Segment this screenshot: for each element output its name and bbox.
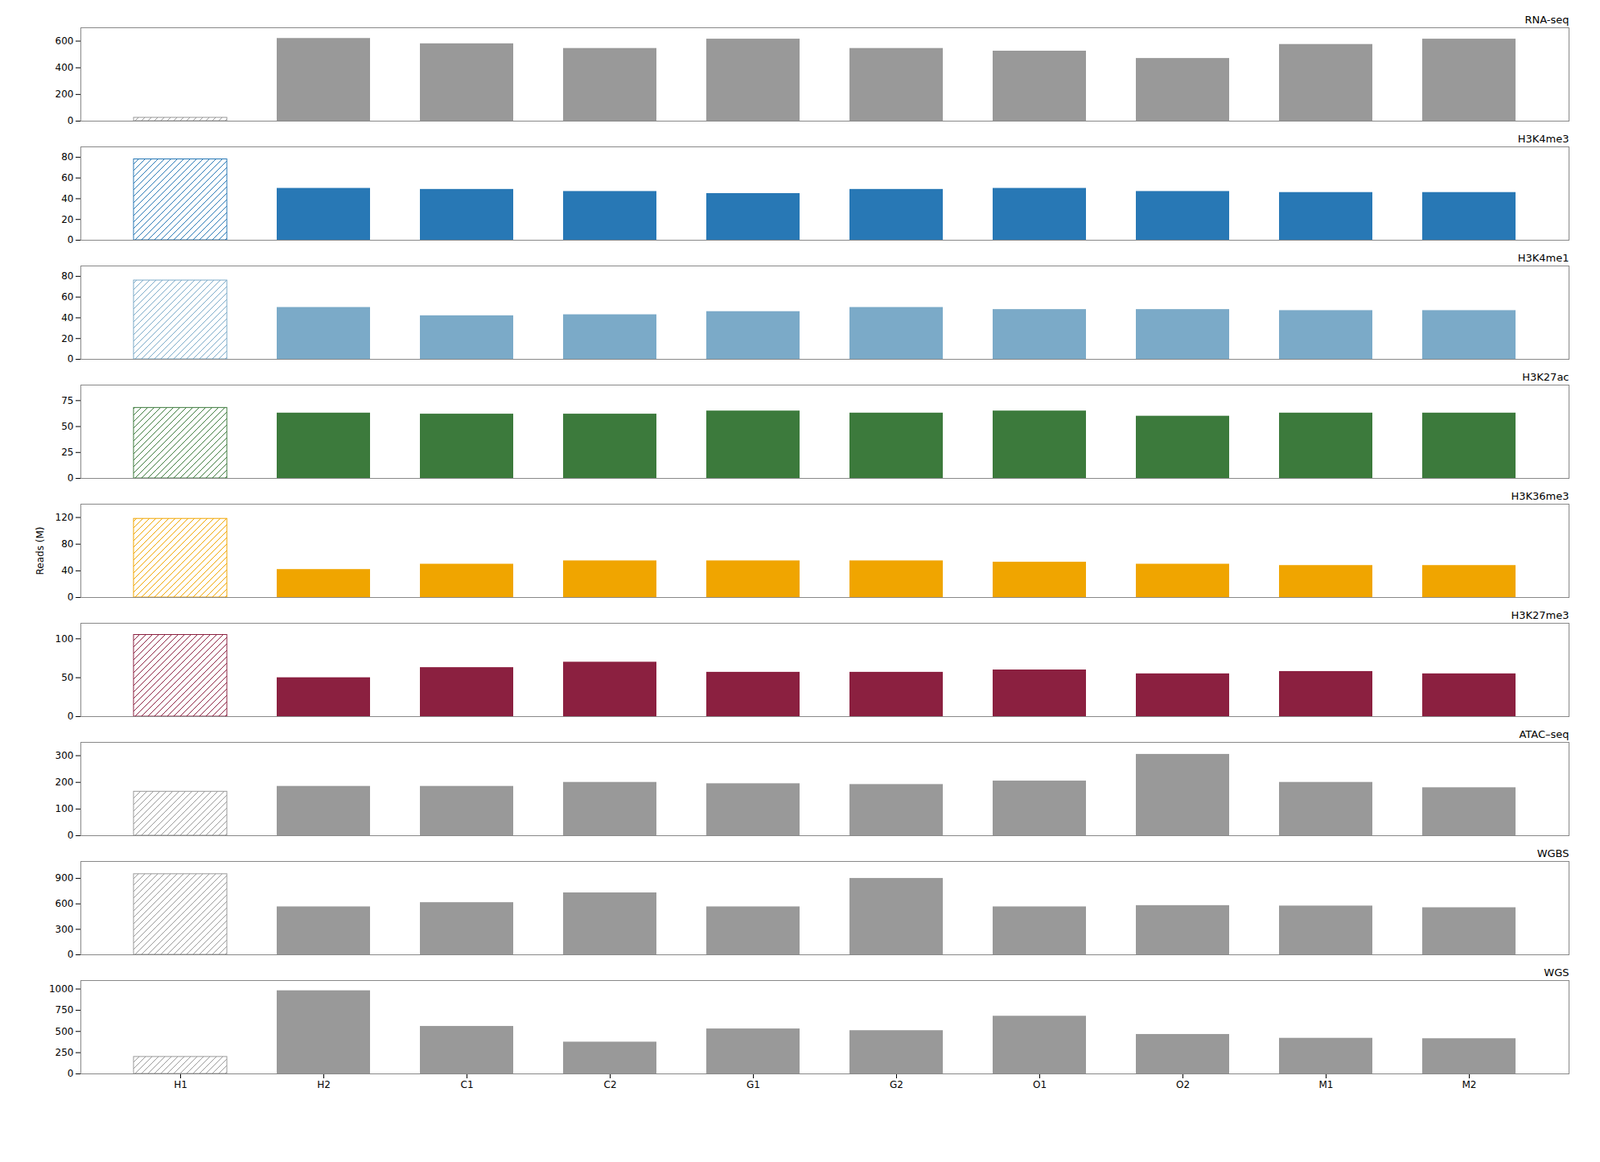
svg-text:75: 75 xyxy=(61,394,74,407)
svg-text:0: 0 xyxy=(67,353,75,365)
svg-text:80: 80 xyxy=(61,151,74,163)
svg-text:M2: M2 xyxy=(1462,1078,1477,1090)
svg-text:900: 900 xyxy=(55,871,75,884)
svg-text:80: 80 xyxy=(61,538,74,550)
svg-text:0: 0 xyxy=(67,591,75,603)
svg-text:0: 0 xyxy=(67,1067,75,1079)
svg-text:80: 80 xyxy=(61,270,74,282)
svg-text:250: 250 xyxy=(55,1046,75,1058)
svg-text:100: 100 xyxy=(55,633,75,645)
svg-text:20: 20 xyxy=(61,213,74,226)
svg-text:0: 0 xyxy=(67,710,75,722)
svg-text:O1: O1 xyxy=(1032,1078,1047,1090)
svg-text:M1: M1 xyxy=(1319,1078,1334,1090)
svg-text:C2: C2 xyxy=(603,1078,617,1090)
svg-text:0: 0 xyxy=(67,829,75,841)
svg-text:40: 40 xyxy=(61,193,74,205)
svg-text:H3K4me1: H3K4me1 xyxy=(1517,251,1570,264)
svg-text:H3K27ac: H3K27ac xyxy=(1521,370,1569,383)
svg-text:ATAC–seq: ATAC–seq xyxy=(1518,728,1569,741)
svg-text:G2: G2 xyxy=(889,1078,904,1090)
svg-text:60: 60 xyxy=(61,172,74,184)
svg-text:600: 600 xyxy=(55,897,75,909)
svg-text:Reads (M): Reads (M) xyxy=(34,526,46,576)
svg-text:0: 0 xyxy=(67,115,75,127)
svg-text:600: 600 xyxy=(55,35,75,47)
svg-text:H2: H2 xyxy=(316,1078,331,1090)
svg-text:300: 300 xyxy=(55,923,75,935)
svg-text:300: 300 xyxy=(55,749,75,761)
svg-text:H3K4me3: H3K4me3 xyxy=(1517,132,1570,145)
svg-text:H3K36me3: H3K36me3 xyxy=(1510,489,1569,502)
svg-text:H1: H1 xyxy=(173,1078,188,1090)
svg-text:H3K27me3: H3K27me3 xyxy=(1510,608,1569,622)
svg-text:25: 25 xyxy=(61,446,74,458)
svg-text:100: 100 xyxy=(55,802,75,815)
svg-text:500: 500 xyxy=(55,1025,75,1037)
svg-text:WGBS: WGBS xyxy=(1537,847,1570,860)
svg-text:1000: 1000 xyxy=(49,983,75,995)
svg-text:400: 400 xyxy=(55,61,75,74)
svg-text:40: 40 xyxy=(61,312,74,324)
svg-text:O2: O2 xyxy=(1176,1078,1190,1090)
svg-text:50: 50 xyxy=(61,420,74,432)
svg-text:20: 20 xyxy=(61,333,74,345)
svg-text:0: 0 xyxy=(67,234,75,246)
svg-text:0: 0 xyxy=(67,472,75,484)
svg-text:40: 40 xyxy=(61,564,74,576)
svg-text:750: 750 xyxy=(55,1003,75,1016)
svg-text:RNA-seq: RNA-seq xyxy=(1524,13,1569,26)
svg-text:50: 50 xyxy=(61,671,74,683)
svg-text:WGS: WGS xyxy=(1543,966,1569,979)
svg-text:200: 200 xyxy=(55,776,75,788)
svg-text:G1: G1 xyxy=(746,1078,761,1090)
svg-text:0: 0 xyxy=(67,948,75,960)
svg-text:120: 120 xyxy=(55,511,75,523)
svg-text:200: 200 xyxy=(55,88,75,100)
svg-text:C1: C1 xyxy=(460,1078,474,1090)
svg-text:60: 60 xyxy=(61,291,74,303)
